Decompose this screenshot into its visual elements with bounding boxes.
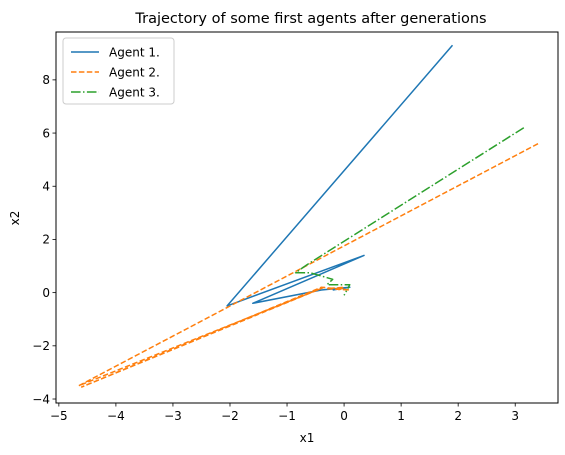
y-tick-label: 2 xyxy=(42,233,50,247)
y-tick-label: 4 xyxy=(42,180,50,194)
x-tick-label: −5 xyxy=(50,409,68,423)
x-tick-label: 2 xyxy=(454,409,462,423)
x-tick-label: 0 xyxy=(340,409,348,423)
x-axis-ticks: −5 −4 −3 −2 −1 0 1 2 3 xyxy=(50,403,519,423)
x-tick-label: −3 xyxy=(164,409,182,423)
y-tick-label: −2 xyxy=(32,339,50,353)
series-line-agent-2 xyxy=(79,144,538,387)
legend: Agent 1. Agent 2. Agent 3. xyxy=(63,38,174,104)
legend-label-agent-3: Agent 3. xyxy=(109,85,160,99)
x-tick-label: 3 xyxy=(511,409,519,423)
legend-label-agent-2: Agent 2. xyxy=(109,65,160,79)
x-axis-label: x1 xyxy=(300,431,315,445)
x-tick-label: −2 xyxy=(221,409,239,423)
x-tick-label: −4 xyxy=(107,409,125,423)
y-tick-label: 6 xyxy=(42,126,50,140)
y-axis-label: x2 xyxy=(8,211,22,226)
x-tick-label: 1 xyxy=(397,409,405,423)
y-axis-ticks: −4 −2 0 2 4 6 8 xyxy=(32,73,56,406)
y-tick-label: 8 xyxy=(42,73,50,87)
legend-label-agent-1: Agent 1. xyxy=(109,45,160,59)
y-tick-label: 0 xyxy=(42,286,50,300)
y-tick-label: −4 xyxy=(32,392,50,406)
x-tick-label: −1 xyxy=(278,409,296,423)
series-line-agent-1 xyxy=(227,45,452,306)
chart-title: Trajectory of some first agents after ge… xyxy=(134,11,486,27)
